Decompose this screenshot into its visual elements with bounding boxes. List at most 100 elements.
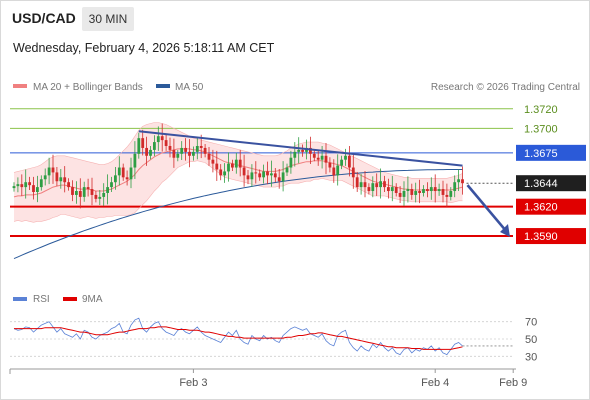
candle-body (129, 167, 133, 180)
candle-body (125, 177, 129, 180)
level-tag-1.3675: 1.3675 (524, 148, 558, 160)
candle-body (145, 147, 148, 156)
candle-body (266, 171, 269, 176)
candle-body (102, 192, 106, 197)
candle-body (36, 187, 39, 192)
candle-body (106, 187, 109, 193)
rsi-pane: 30 50 70 (10, 317, 537, 363)
candle-body (457, 179, 460, 183)
level-tag-1.3720: 1.3720 (524, 104, 558, 116)
candle-body (203, 147, 207, 154)
candle-body (270, 173, 273, 176)
candle-body (426, 189, 429, 192)
candle-body (98, 196, 102, 199)
candle-body (172, 149, 176, 158)
candle-body (379, 181, 382, 188)
candle-body (250, 172, 254, 180)
candle-body (375, 183, 379, 188)
candle-body (184, 147, 187, 152)
candle-body (277, 177, 281, 182)
level-tags: 1.3720 1.3700 1.3675 1.3644 1.3620 1.3590 (516, 104, 586, 245)
candle-body (371, 183, 375, 192)
candle-body (441, 189, 445, 195)
candle-body (12, 186, 16, 189)
candle-body (86, 187, 90, 190)
candle-body (461, 179, 464, 184)
candle-body (39, 179, 43, 188)
level-tag-1.3620: 1.3620 (524, 202, 558, 214)
candle-body (344, 155, 347, 160)
candle-body (414, 191, 418, 195)
candle-body (324, 155, 328, 163)
candle-body (51, 167, 55, 173)
level-lines (10, 108, 513, 238)
candle-body (359, 182, 363, 188)
projection-arrow-shaft (466, 184, 508, 233)
time-axis: Feb 3 Feb 4 Feb 9 (9, 368, 527, 389)
candle-body (293, 151, 297, 158)
candle-body (406, 189, 410, 192)
candle-body (168, 145, 172, 150)
ma50-legend-label: MA 50 (175, 82, 204, 93)
level-tag-bg-1.3675 (516, 144, 586, 161)
candle-body (227, 163, 230, 172)
candle-body (215, 163, 219, 170)
candle-body (422, 189, 425, 193)
candle-body (20, 184, 24, 188)
candle-body (246, 175, 250, 180)
candle-body (149, 149, 152, 156)
rsi-legend-swatch (13, 297, 27, 301)
copyright-label: Research © 2026 Trading Central (431, 82, 580, 93)
candle-body (348, 155, 351, 168)
candle-body (355, 177, 359, 188)
resistance-trendline (138, 130, 463, 167)
candle-body (402, 191, 406, 197)
time-tick-label: Feb 9 (499, 377, 527, 389)
candle-body (398, 192, 402, 197)
bollinger-bands (14, 122, 463, 223)
rsi-ma-legend-swatch (63, 297, 77, 301)
candle-body (383, 181, 386, 188)
candle-body (90, 189, 94, 195)
candle-body (363, 182, 367, 188)
candle-body (453, 182, 457, 192)
level-tag-bg-1.3620 (516, 198, 586, 215)
candle-body (199, 145, 203, 148)
candle-body (367, 187, 371, 192)
candle-body (320, 155, 324, 160)
candle-body (281, 172, 285, 182)
candle-body (28, 182, 31, 186)
level-tag-bg-1.3644 (516, 175, 586, 192)
rsi-tick-70: 70 (525, 317, 537, 329)
candle-body (285, 167, 289, 173)
candle-body (328, 162, 332, 168)
candle-body (273, 173, 277, 178)
symbol-title: USD/CAD (12, 10, 76, 26)
candle-body (71, 187, 74, 195)
candle-body (387, 187, 390, 192)
timeframe-button[interactable]: 30 MIN (82, 7, 134, 31)
rsi-legend-label: RSI (33, 294, 50, 305)
candle-body (24, 182, 28, 188)
candle-body (238, 159, 242, 168)
candle-body (449, 191, 453, 197)
ma20-line (13, 148, 463, 198)
candle-body (137, 138, 141, 154)
candle-body (211, 159, 215, 164)
candle-body (110, 182, 113, 188)
ma20-legend-label: MA 20 + Bollinger Bands (33, 82, 143, 93)
candle-body (289, 157, 293, 168)
candle-body (117, 167, 121, 176)
time-tick-label: Feb 3 (179, 377, 207, 389)
candle-body (82, 187, 86, 197)
candle-body (297, 149, 301, 152)
candle-body (133, 153, 137, 168)
candle-body (394, 187, 398, 193)
level-tag-1.3644: 1.3644 (524, 178, 558, 190)
candle-body (16, 184, 20, 187)
rsi-ma-legend-label: 9MA (82, 294, 103, 305)
candle-body (254, 172, 258, 174)
candle-body (418, 191, 421, 193)
candle-body (176, 153, 180, 158)
